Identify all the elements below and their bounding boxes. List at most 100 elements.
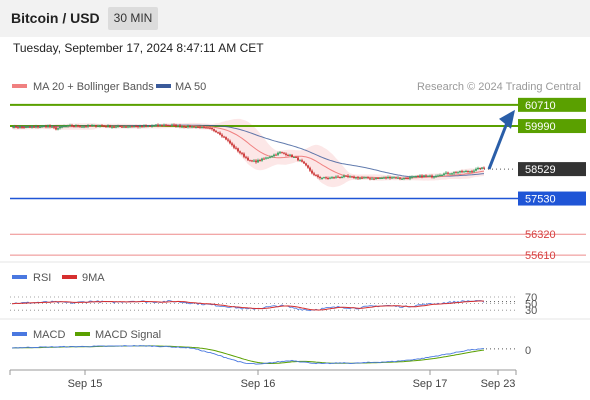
candle-body	[121, 126, 123, 128]
candle-body	[93, 125, 95, 127]
candle-body	[257, 160, 259, 163]
macd-legend-label: MACD	[33, 329, 65, 341]
candle-body	[33, 126, 35, 128]
candle-body	[61, 126, 63, 128]
candle-body	[185, 127, 187, 129]
candle-body	[123, 126, 125, 128]
candle-body	[289, 154, 291, 156]
candle-body	[353, 176, 355, 178]
candle-body	[129, 126, 131, 128]
candle-body	[247, 157, 249, 161]
candle-body	[379, 177, 381, 179]
candle-body	[375, 178, 377, 180]
ma20-legend-label: MA 20 + Bollinger Bands	[33, 81, 154, 93]
candle-body	[403, 177, 405, 179]
candle-body	[119, 126, 121, 128]
rsi-legend-swatch	[12, 275, 27, 279]
price-panel: 60710 59990 58529 57530 56320 55610	[10, 97, 586, 262]
candle-body	[393, 177, 395, 179]
candle-body	[481, 167, 483, 169]
rsi-ma-line	[11, 300, 485, 311]
level-label-59990: 59990	[525, 121, 556, 133]
candle-body	[153, 125, 155, 127]
candle-body	[71, 125, 73, 127]
candle-body	[141, 125, 143, 127]
candle-body	[455, 172, 457, 174]
candle-body	[285, 153, 287, 155]
candle-body	[319, 177, 321, 179]
level-label-60710: 60710	[525, 100, 556, 112]
candle-body	[189, 125, 191, 128]
candle-body	[105, 125, 107, 127]
candle-body	[417, 176, 419, 178]
candle-body	[59, 126, 61, 129]
candle-body	[269, 156, 271, 158]
candle-body	[233, 145, 235, 148]
candle-body	[303, 161, 305, 164]
candle-body	[101, 125, 103, 127]
candle-body	[159, 124, 161, 126]
candle-body	[73, 125, 75, 127]
candle-body	[263, 158, 265, 160]
candle-body	[39, 126, 41, 128]
candle-body	[75, 125, 77, 127]
candle-body	[87, 125, 89, 127]
candle-body	[273, 154, 275, 157]
candle-body	[461, 171, 463, 173]
candle-body	[385, 177, 387, 179]
rsi-tick-label: 70	[525, 292, 537, 304]
candle-body	[419, 175, 421, 177]
candle-body	[339, 177, 341, 179]
candle-body	[209, 127, 211, 129]
candle-body	[21, 126, 23, 128]
candle-body	[43, 125, 45, 127]
level-box-59990	[518, 119, 586, 134]
candle-body	[47, 125, 49, 127]
candle-body	[445, 172, 447, 174]
x-tick-label: Sep 17	[413, 378, 448, 390]
candle-body	[109, 125, 111, 128]
candle-body	[103, 125, 105, 127]
timeframe-button[interactable]: 30 MIN	[108, 7, 158, 30]
candle-body	[469, 171, 471, 173]
candle-body	[201, 126, 203, 129]
candle-body	[267, 157, 269, 159]
candle-body	[151, 125, 153, 127]
candle-body	[277, 152, 279, 155]
macd-panel: 0	[11, 345, 531, 365]
candle-body	[229, 140, 231, 144]
candle-body	[357, 177, 359, 179]
candle-body	[409, 177, 411, 179]
candle-body	[203, 126, 205, 128]
candle-body	[251, 160, 253, 162]
candle-body	[313, 173, 315, 175]
candle-body	[381, 177, 383, 179]
candle-body	[407, 178, 409, 180]
candle-body	[127, 126, 129, 128]
candle-body	[345, 175, 347, 177]
candle-body	[213, 129, 215, 131]
candle-body	[23, 127, 25, 129]
candle-body	[295, 156, 297, 158]
candle-body	[29, 126, 31, 128]
candle-body	[239, 151, 241, 153]
macd-legend-swatch	[12, 332, 27, 336]
bollinger-band-area	[12, 118, 484, 188]
macd-signal-legend-swatch	[75, 332, 90, 336]
candle-body	[259, 160, 261, 162]
candle-body	[249, 160, 251, 162]
macd-signal-line	[11, 345, 485, 364]
candle-body	[255, 160, 257, 163]
candle-body	[321, 177, 323, 179]
candle-body	[27, 126, 29, 128]
macd-tick-label: 0	[525, 345, 531, 357]
candle-body	[323, 177, 325, 179]
candle-body	[147, 125, 149, 127]
candle-body	[15, 126, 17, 128]
candle-body	[113, 126, 115, 128]
candle-body	[133, 126, 135, 128]
candle-body	[467, 171, 469, 173]
candle-body	[137, 126, 139, 128]
candle-body	[311, 170, 313, 174]
